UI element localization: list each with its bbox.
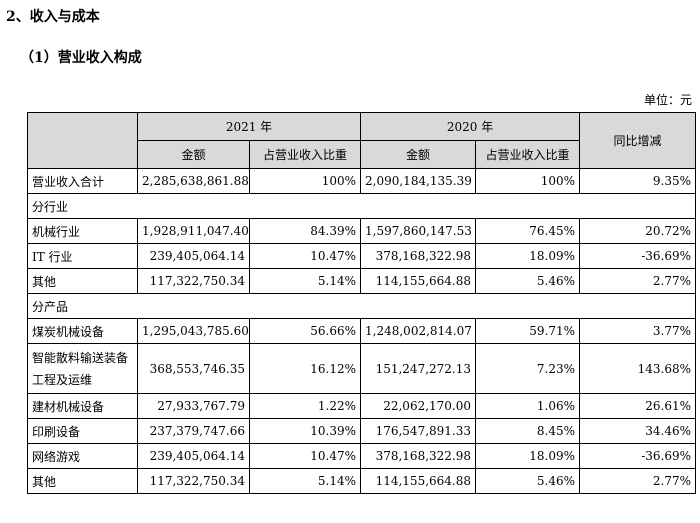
yoy-change-cell: 9.35%: [579, 168, 697, 194]
share-2021-cell: 56.66%: [248, 318, 362, 344]
share-2021-cell: 10.47%: [248, 443, 362, 469]
share-2020-cell: 59.71%: [475, 318, 581, 344]
share-2020-cell: 7.23%: [475, 343, 581, 394]
share-2021-cell: 84.39%: [248, 218, 362, 244]
share-2020-cell: 1.06%: [475, 393, 581, 419]
share-2020-cell: 8.45%: [475, 418, 581, 444]
yoy-change-cell: 26.61%: [579, 393, 697, 419]
header-share-2020: 占营业收入比重: [475, 140, 581, 169]
header-year-2020: 2020 年: [360, 112, 581, 141]
header-amount-2021: 金额: [137, 140, 250, 169]
table-row: 网络游戏 239,405,064.14 10.47% 378,168,322.98 18…: [27, 443, 697, 469]
header-share-2021: 占营业收入比重: [248, 140, 362, 169]
amount-2021-cell: 117,322,750.34: [137, 268, 250, 294]
share-2020-cell: 76.45%: [475, 218, 581, 244]
table-row: 其他 117,322,750.34 5.14% 114,155,664.88 5.46%…: [27, 268, 697, 294]
row-label: 煤炭机械设备: [27, 318, 138, 344]
amount-2020-cell: 114,155,664.88: [360, 468, 477, 494]
amount-2020-cell: 1,597,860,147.53: [360, 218, 477, 244]
yoy-change-cell: 2.77%: [579, 468, 697, 494]
table-row: 机械行业 1,928,911,047.40 84.39% 1,597,860,147.…: [27, 218, 697, 244]
share-2020-cell: 18.09%: [475, 443, 581, 469]
amount-2021-cell: 239,405,064.14: [137, 243, 250, 269]
industry-section-row: 分行业: [26, 193, 697, 219]
amount-2020-cell: 22,062,170.00: [360, 393, 477, 419]
amount-2021-cell: 237,379,747.66: [137, 418, 250, 444]
share-2021-cell: 5.14%: [248, 468, 362, 494]
header-year-2021: 2021 年: [136, 112, 362, 141]
share-2020-cell: 5.46%: [475, 468, 581, 494]
yoy-change-cell: 143.68%: [579, 343, 697, 394]
amount-2020-cell: 114,155,664.88: [360, 268, 477, 294]
share-2020-cell: 100%: [475, 168, 581, 194]
amount-2020-cell: 151,247,272.13: [360, 343, 477, 394]
amount-2021-cell: 239,405,064.14: [137, 443, 250, 469]
amount-2020-cell: 176,547,891.33: [360, 418, 477, 444]
share-2021-cell: 16.12%: [248, 343, 362, 394]
table-row: 智能散料输送装备工程及运维 368,553,746.35 16.12% 151,247…: [27, 343, 697, 394]
product-section-row: 分产品: [26, 293, 697, 319]
amount-2020-cell: 1,248,002,814.07: [360, 318, 477, 344]
section-title: 分行业: [26, 193, 697, 219]
yoy-change-cell: 20.72%: [579, 218, 697, 244]
row-label: 网络游戏: [27, 443, 138, 469]
amount-2021-cell: 368,553,746.35: [137, 343, 250, 394]
row-label: 智能散料输送装备工程及运维: [27, 343, 138, 394]
amount-2021-cell: 117,322,750.34: [137, 468, 250, 494]
section-title: 分产品: [26, 293, 697, 319]
share-2021-cell: 100%: [248, 168, 362, 194]
row-label: IT 行业: [27, 243, 138, 269]
row-label: 其他: [27, 468, 138, 494]
header-amount-2020: 金额: [360, 140, 477, 169]
table-row: 其他 117,322,750.34 5.14% 114,155,664.88 5.46%…: [27, 468, 697, 494]
unit-label: 单位：元: [643, 93, 692, 107]
header-yoy-change: 同比增减: [579, 112, 697, 169]
amount-2020-cell: 2,090,184,135.39: [360, 168, 477, 194]
revenue-composition-table: 2021 年 2020 年 同比增减 金额 占营业收入比重 金额 占营业收入比重…: [26, 112, 697, 494]
share-2021-cell: 1.22%: [248, 393, 362, 419]
row-label: 机械行业: [27, 218, 138, 244]
total-row: 营业收入合计 2,285,638,861.88 100% 2,090,184,1…: [27, 168, 697, 194]
amount-2020-cell: 378,168,322.98: [360, 443, 477, 469]
table-row: IT 行业 239,405,064.14 10.47% 378,168,322.98 1…: [27, 243, 697, 269]
table-row: 煤炭机械设备 1,295,043,785.60 56.66% 1,248,002,81…: [27, 318, 697, 344]
row-label: 印刷设备: [27, 418, 138, 444]
yoy-change-cell: 2.77%: [579, 268, 697, 294]
amount-2021-cell: 27,933,767.79: [137, 393, 250, 419]
yoy-change-cell: 3.77%: [579, 318, 697, 344]
yoy-change-cell: -36.69%: [579, 443, 697, 469]
share-2020-cell: 18.09%: [475, 243, 581, 269]
row-label: 营业收入合计: [27, 168, 138, 194]
section-heading: 2、收入与成本: [6, 9, 100, 25]
table-row: 印刷设备 237,379,747.66 10.39% 176,547,891.33 8.…: [27, 418, 697, 444]
amount-2021-cell: 2,285,638,861.88: [137, 168, 250, 194]
share-2020-cell: 5.46%: [475, 268, 581, 294]
subsection-heading: （1）营业收入构成: [20, 50, 142, 66]
amount-2021-cell: 1,928,911,047.40: [137, 218, 250, 244]
header-blank-cell: [27, 112, 138, 169]
yoy-change-cell: 34.46%: [579, 418, 697, 444]
row-label: 其他: [27, 268, 138, 294]
share-2021-cell: 5.14%: [248, 268, 362, 294]
row-label: 建材机械设备: [27, 393, 138, 419]
amount-2021-cell: 1,295,043,785.60: [137, 318, 250, 344]
yoy-change-cell: -36.69%: [579, 243, 697, 269]
share-2021-cell: 10.47%: [248, 243, 362, 269]
amount-2020-cell: 378,168,322.98: [360, 243, 477, 269]
share-2021-cell: 10.39%: [248, 418, 362, 444]
table-row: 建材机械设备 27,933,767.79 1.22% 22,062,170.00 1.0…: [27, 393, 697, 419]
